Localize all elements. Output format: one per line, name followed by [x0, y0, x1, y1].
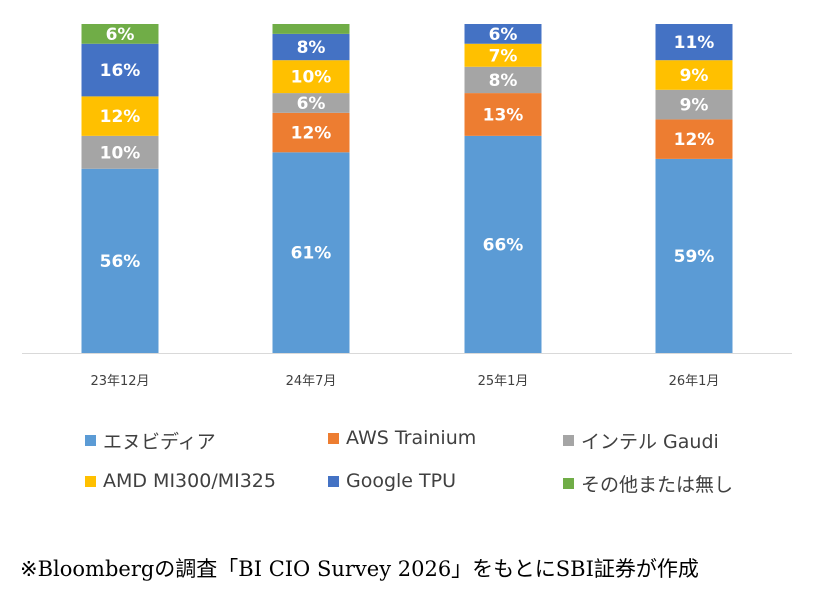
data-label: 9%: [680, 66, 709, 86]
data-label: 6%: [489, 25, 518, 45]
bar-segment: [464, 43, 542, 67]
data-label: 8%: [489, 71, 518, 91]
legend-item: その他または無し: [563, 470, 733, 497]
bar-segment: [272, 33, 350, 61]
bar-segment: [272, 60, 350, 94]
data-label: 11%: [674, 33, 715, 53]
data-label: 9%: [680, 96, 709, 116]
bar-segment: [655, 24, 733, 61]
data-label: 59%: [674, 247, 715, 267]
data-label: 6%: [297, 94, 326, 114]
data-label: 8%: [297, 38, 326, 58]
legend-swatch: [85, 435, 96, 446]
data-label: 12%: [100, 107, 141, 127]
bar-segment: [464, 66, 542, 94]
legend-label: その他または無し: [581, 474, 734, 496]
legend-swatch: [328, 475, 339, 487]
bar-segment: [655, 89, 733, 120]
data-label: 10%: [291, 68, 332, 88]
bar-segment: [655, 119, 733, 159]
legend-swatch: [85, 475, 96, 487]
legend-swatch: [328, 432, 339, 444]
legend-label: インテル Gaudi: [581, 431, 719, 453]
legend-item: AWS Trainium: [328, 427, 476, 449]
source-footnote: ※Bloombergの調査「BI CIO Survey 2026」をもとにSBI…: [20, 557, 699, 581]
legend-item: インテル Gaudi: [563, 427, 719, 454]
data-label: 61%: [291, 244, 332, 264]
bar-segment: [272, 152, 350, 353]
bar-segment: [464, 24, 542, 44]
data-label: 12%: [674, 130, 715, 150]
bar-segment: [81, 24, 159, 44]
legend-item: AMD MI300/MI325: [85, 470, 276, 492]
data-label: 10%: [100, 143, 141, 163]
bar-segment: [272, 24, 350, 34]
data-label: 6%: [106, 25, 135, 45]
data-label: 66%: [483, 235, 524, 255]
data-label: 12%: [291, 124, 332, 144]
x-tick-label: 23年12月: [90, 374, 149, 389]
legend-label: Google TPU: [346, 470, 457, 492]
legend-item: エヌビディア: [85, 427, 216, 454]
data-label: 7%: [489, 46, 518, 66]
data-label: 56%: [100, 252, 141, 272]
legend-item: Google TPU: [328, 470, 456, 492]
legend-swatch: [563, 478, 574, 489]
bar-segment: [655, 158, 733, 353]
x-tick-label: 26年1月: [669, 374, 720, 389]
data-label: 13%: [483, 105, 524, 125]
bar-segment: [655, 60, 733, 90]
bar-segment: [81, 43, 159, 97]
x-tick-label: 25年1月: [478, 374, 529, 389]
bar-segment: [272, 112, 350, 153]
stacked-bar-chart: 56% 10% 12% 16% 6% 23年12月 61% 12% 6% 10% 8% 24年7月 66…: [22, 24, 792, 389]
bar-segment: [464, 93, 542, 136]
bar-segment: [81, 135, 159, 169]
legend-label: AWS Trainium: [346, 427, 477, 449]
legend-label: エヌビディア: [103, 431, 216, 453]
data-label: 16%: [100, 61, 141, 81]
legend-label: AMD MI300/MI325: [103, 470, 276, 492]
x-tick-label: 24年7月: [286, 374, 337, 389]
legend-swatch: [563, 435, 574, 446]
bar-segment: [464, 135, 542, 353]
bar-segment: [272, 93, 350, 113]
bar-segment: [81, 96, 159, 136]
bar-segment: [81, 168, 159, 353]
